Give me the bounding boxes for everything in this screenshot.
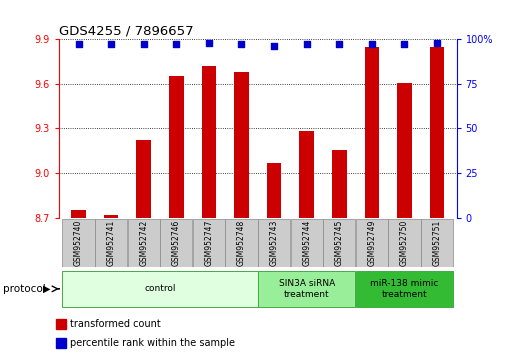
Text: GSM952743: GSM952743	[269, 219, 279, 266]
Point	[335, 41, 343, 47]
Point	[238, 41, 246, 47]
Text: GSM952745: GSM952745	[335, 219, 344, 266]
Bar	[193, 219, 225, 267]
Bar	[63, 270, 258, 307]
Text: control: control	[144, 284, 176, 293]
Text: GSM952749: GSM952749	[367, 219, 377, 266]
Bar	[104, 215, 119, 218]
Text: GSM952751: GSM952751	[432, 219, 442, 266]
Bar	[421, 219, 453, 267]
Point	[107, 41, 115, 47]
Bar	[397, 83, 412, 218]
Bar	[136, 140, 151, 218]
Bar	[332, 150, 347, 218]
Text: ▶: ▶	[43, 284, 50, 294]
Point	[303, 41, 311, 47]
Bar	[56, 338, 66, 348]
Point	[400, 41, 408, 47]
Text: GSM952740: GSM952740	[74, 219, 83, 266]
Text: SIN3A siRNA
treatment: SIN3A siRNA treatment	[279, 279, 335, 298]
Text: GSM952741: GSM952741	[107, 219, 115, 266]
Bar	[225, 219, 258, 267]
Text: percentile rank within the sample: percentile rank within the sample	[70, 338, 235, 348]
Bar	[388, 219, 421, 267]
Text: GSM952747: GSM952747	[204, 219, 213, 266]
Bar	[160, 219, 192, 267]
Text: GSM952742: GSM952742	[139, 219, 148, 266]
Bar	[290, 219, 323, 267]
Point	[368, 41, 376, 47]
Text: GDS4255 / 7896657: GDS4255 / 7896657	[59, 25, 193, 38]
Bar	[365, 47, 379, 218]
Point	[74, 41, 83, 47]
Bar	[169, 76, 184, 218]
Point	[270, 43, 278, 49]
Text: miR-138 mimic
treatment: miR-138 mimic treatment	[370, 279, 439, 298]
Bar	[299, 131, 314, 218]
Text: transformed count: transformed count	[70, 319, 161, 329]
Bar	[323, 219, 356, 267]
Bar	[267, 162, 282, 218]
Bar	[56, 319, 66, 329]
Bar	[258, 219, 290, 267]
Point	[140, 41, 148, 47]
Bar	[128, 219, 160, 267]
Text: GSM952744: GSM952744	[302, 219, 311, 266]
Point	[172, 41, 181, 47]
Bar	[430, 47, 444, 218]
Text: GSM952750: GSM952750	[400, 219, 409, 266]
Bar	[95, 219, 127, 267]
Bar	[356, 270, 453, 307]
Text: GSM952748: GSM952748	[237, 219, 246, 266]
Bar	[234, 73, 249, 218]
Bar	[202, 66, 216, 218]
Bar	[356, 219, 388, 267]
Point	[205, 40, 213, 45]
Text: protocol: protocol	[3, 284, 45, 294]
Point	[433, 40, 441, 45]
Bar	[258, 270, 356, 307]
Bar	[63, 219, 95, 267]
Text: GSM952746: GSM952746	[172, 219, 181, 266]
Bar	[71, 210, 86, 218]
